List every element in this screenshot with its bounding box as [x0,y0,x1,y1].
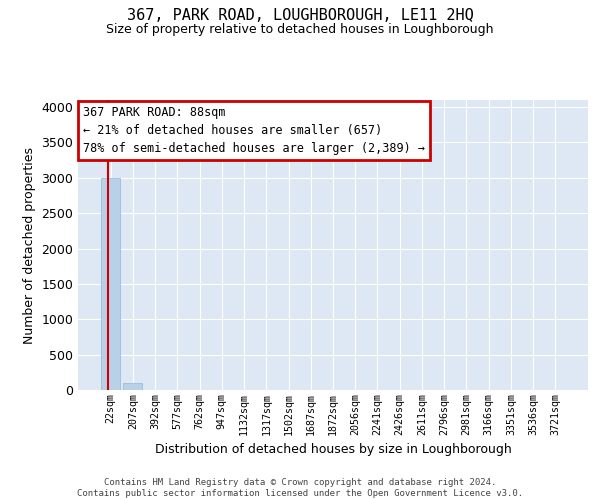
Text: Size of property relative to detached houses in Loughborough: Size of property relative to detached ho… [106,22,494,36]
Text: 367, PARK ROAD, LOUGHBOROUGH, LE11 2HQ: 367, PARK ROAD, LOUGHBOROUGH, LE11 2HQ [127,8,473,22]
Bar [124,383,142,390]
Bar [101,178,120,390]
Text: Contains HM Land Registry data © Crown copyright and database right 2024.
Contai: Contains HM Land Registry data © Crown c… [77,478,523,498]
Y-axis label: Number of detached properties: Number of detached properties [23,146,36,344]
Text: Distribution of detached houses by size in Loughborough: Distribution of detached houses by size … [155,442,511,456]
Text: 367 PARK ROAD: 88sqm
← 21% of detached houses are smaller (657)
78% of semi-deta: 367 PARK ROAD: 88sqm ← 21% of detached h… [83,106,425,155]
